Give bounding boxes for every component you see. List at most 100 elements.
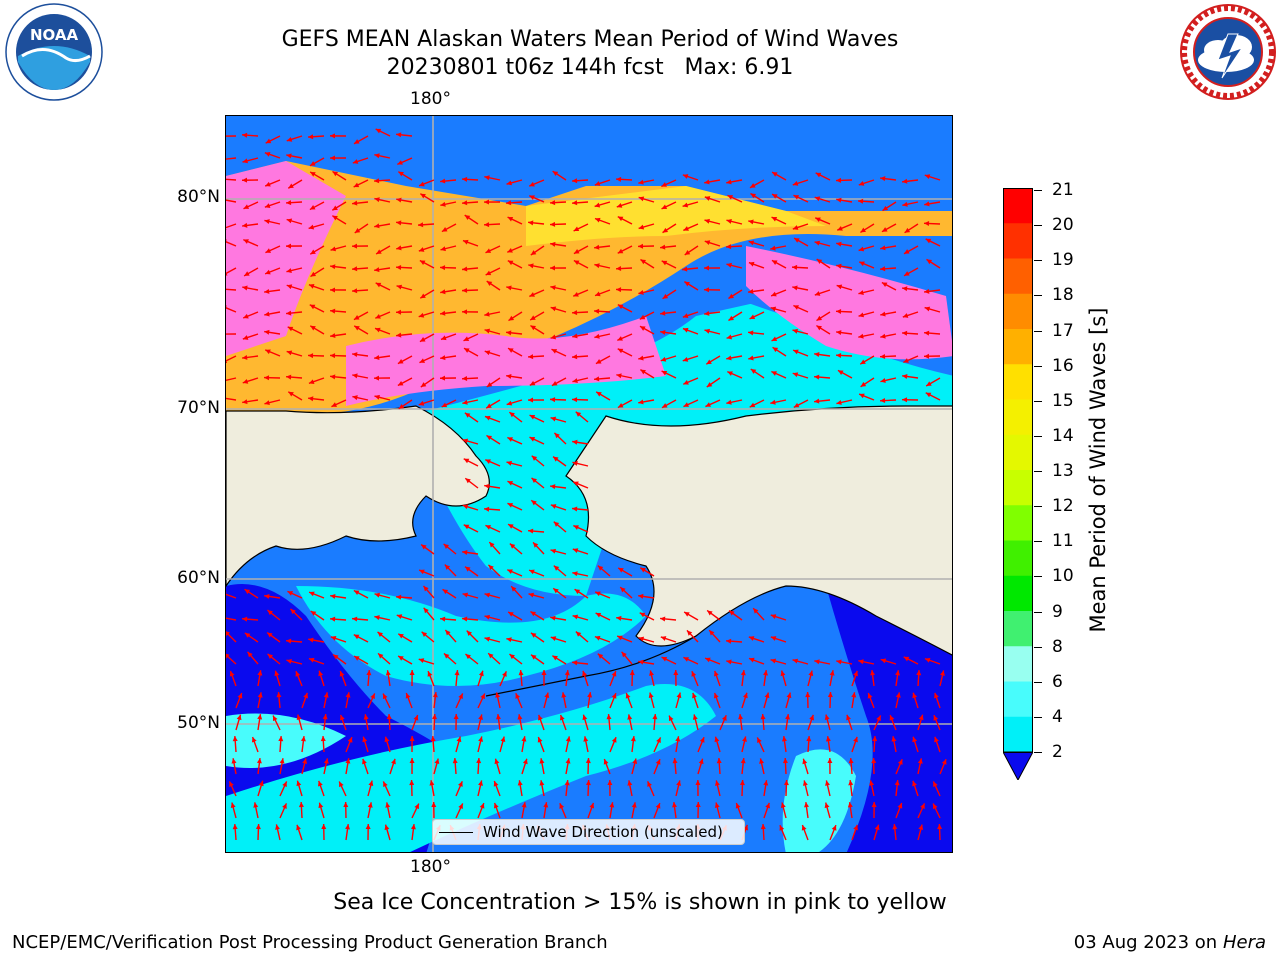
wind-wave-arrowhead [802, 780, 808, 786]
wind-wave-arrowhead [726, 334, 733, 340]
land-siberia [226, 405, 490, 588]
wind-wave-arrowhead [858, 246, 865, 252]
wind-wave-arrowhead [704, 287, 710, 293]
wind-wave-arrowhead [792, 225, 799, 230]
wind-wave-arrowhead [889, 715, 895, 721]
wind-wave-arrowhead [242, 222, 248, 228]
wind-wave-arrowhead [611, 693, 617, 699]
wind-wave-arrowhead [484, 328, 491, 334]
wind-wave-arrowhead [597, 653, 604, 659]
wind-wave-arrowhead [237, 693, 243, 699]
wind-wave-arrowhead [735, 803, 741, 809]
wind-wave-arrowhead [410, 824, 416, 830]
wind-wave-arrowhead [662, 293, 669, 299]
wind-wave-arrowhead [660, 310, 666, 316]
wind-wave-arrowhead [318, 670, 324, 677]
wind-wave-arrowhead [517, 780, 523, 786]
wind-wave-arrowhead [924, 221, 930, 227]
wind-wave-arrowhead [846, 714, 851, 721]
wind-wave-arrowhead [396, 594, 402, 600]
wind-wave-arrowhead [310, 611, 317, 616]
wind-wave-arrowhead [485, 525, 492, 530]
wind-wave-arrowhead [757, 737, 762, 744]
wind-wave-arrowhead [257, 670, 263, 676]
wind-wave-arrowhead [771, 291, 777, 297]
wind-wave-arrowhead [330, 308, 336, 314]
wind-wave-arrowhead [858, 659, 864, 665]
wind-wave-arrowhead [827, 758, 833, 764]
wind-wave-arrowhead [676, 780, 682, 786]
ocean-cyan-east [782, 749, 856, 852]
wind-wave-arrowhead [617, 403, 624, 408]
wind-wave-arrowhead [485, 459, 491, 464]
wind-wave-arrowhead [318, 802, 324, 809]
wind-wave-arrowhead [726, 355, 732, 361]
wind-wave-arrowhead [550, 615, 556, 621]
wind-wave-arrowhead [661, 403, 668, 408]
wind-wave-arrowhead [279, 758, 285, 764]
wind-wave-arrowhead [771, 260, 778, 265]
wind-wave-arrowhead [675, 736, 681, 742]
wind-wave-arrowhead [286, 284, 293, 290]
wind-wave-arrowhead [836, 263, 842, 269]
wind-wave-arrowhead [226, 631, 230, 637]
wind-wave-arrowhead [550, 285, 556, 291]
wind-wave-arrowhead [814, 398, 820, 404]
wind-wave-arrowhead [398, 403, 405, 409]
wind-wave-arrowhead [764, 692, 770, 699]
wind-wave-arrowhead [561, 692, 567, 698]
wind-wave-arrowhead [300, 736, 306, 742]
wind-wave-arrowhead [572, 354, 578, 360]
lat-label-50: 50°N [177, 713, 220, 733]
wind-wave-arrowhead [825, 780, 830, 786]
wind-wave-arrowhead [429, 780, 435, 786]
wind-wave-arrowhead [639, 314, 646, 320]
wind-wave-arrowhead [550, 397, 556, 403]
wind-wave-arrowhead [783, 780, 789, 786]
wind-wave-arrowhead [296, 714, 302, 721]
wind-wave-arrowhead [463, 458, 470, 464]
wind-wave-arrowhead [565, 758, 571, 764]
wind-wave-arrowhead [742, 736, 747, 742]
wind-wave-arrowhead [462, 399, 468, 405]
wind-wave-arrowhead [330, 374, 336, 380]
wind-wave-arrowhead [309, 204, 316, 210]
wind-wave-arrowhead [232, 736, 238, 742]
wind-wave-arrowhead [726, 179, 732, 185]
wind-wave-arrowhead [226, 591, 227, 594]
land-alaska-peninsula [485, 635, 697, 697]
wind-wave-arrowhead [352, 200, 358, 206]
wind-wave-arrowhead [454, 670, 460, 676]
wind-wave-arrowhead [370, 693, 375, 700]
wind-wave-arrowhead [323, 758, 329, 764]
wind-wave-arrowhead [265, 269, 271, 275]
wind-wave-arrowhead [786, 692, 792, 699]
ocean-cyan-south [226, 684, 716, 852]
wind-wave-arrowhead [918, 714, 924, 721]
wind-wave-arrowhead [727, 371, 733, 376]
colorbar-tick-label: 21 [1052, 180, 1074, 200]
wind-wave-arrowhead [572, 506, 578, 512]
wind-wave-arrowhead [772, 194, 778, 199]
lat-label-60: 60°N [177, 568, 220, 588]
wind-wave-arrowhead [308, 379, 315, 385]
wind-wave-arrowhead [902, 374, 908, 379]
wind-wave-arrowhead [397, 359, 404, 364]
wind-wave-arrowhead [858, 198, 864, 204]
wind-wave-arrowhead [353, 590, 360, 596]
wind-wave-arrowhead [353, 634, 360, 640]
wind-wave-arrowhead [445, 630, 451, 636]
wind-wave-arrowhead [916, 670, 922, 676]
wind-wave-arrowhead [686, 630, 693, 636]
wind-wave-arrowhead [649, 670, 654, 676]
wind-wave-arrowhead [264, 400, 270, 406]
colorbar-border [1003, 188, 1033, 753]
wind-wave-arrowhead [880, 245, 886, 251]
wind-wave-arrowhead [264, 311, 270, 317]
sea-ice-yellow [526, 186, 826, 246]
wind-wave-arrowhead [792, 264, 798, 270]
wind-wave-arrowhead [265, 181, 271, 187]
wind-wave-arrowhead [629, 670, 635, 676]
wind-wave-arrowhead [780, 802, 786, 808]
wind-wave-arrowhead [550, 416, 557, 422]
